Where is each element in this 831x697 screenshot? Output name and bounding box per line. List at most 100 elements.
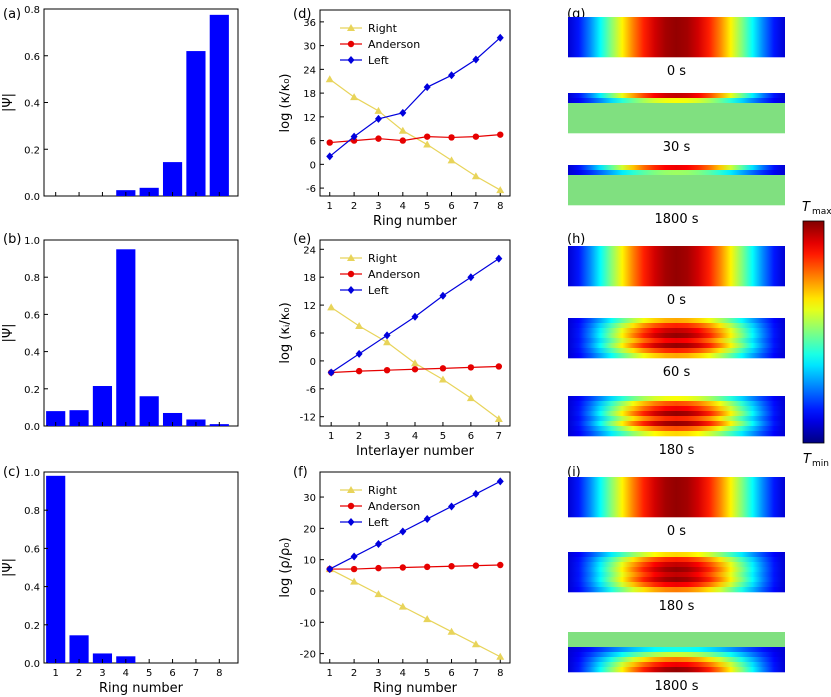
point-left-7 — [472, 489, 480, 498]
y-axis-label: |Ψ| — [1, 324, 16, 343]
x-tick-label: 2 — [351, 201, 357, 212]
chart-f: (f) -20 -10 0 10 20 30 1 2 3 4 5 6 7 8 Right Anderson Lef… — [293, 465, 511, 696]
heatmap-stripe — [568, 507, 785, 513]
point-right-8 — [496, 186, 505, 194]
point-right-4 — [411, 359, 419, 367]
point-anderson-4 — [411, 366, 419, 373]
point-left-2 — [350, 552, 358, 561]
heatmap-stripe — [568, 328, 785, 334]
panel-label: (b) — [3, 232, 21, 247]
x-tick-label: 5 — [424, 201, 430, 212]
point-anderson-3 — [375, 135, 382, 142]
y-tick-label: 24 — [303, 245, 316, 256]
y-tick-label: 0.2 — [24, 385, 40, 396]
heatmap-stripe — [568, 502, 785, 508]
bar-1 — [46, 411, 66, 426]
point-left-1 — [326, 152, 334, 161]
heatmap-stripe — [568, 477, 785, 483]
heatmap-stripe — [568, 118, 785, 124]
heatmap-stripe — [568, 200, 785, 206]
heatmap-stripe — [568, 572, 785, 578]
legend-marker — [347, 518, 355, 526]
heatmap-time-label: 0 s — [667, 524, 686, 539]
x-tick-label: 3 — [99, 668, 105, 679]
point-left-3 — [383, 331, 391, 340]
heatmap-stripe — [568, 632, 785, 638]
chart-b: (b) 0.0 0.2 0.4 0.6 0.8 1.0 — [3, 232, 239, 433]
y-tick-label: 0.6 — [24, 544, 40, 555]
legend-label-left: Left — [368, 284, 389, 297]
heatmap-stripe — [568, 251, 785, 257]
point-left-7 — [472, 55, 480, 64]
x-tick-label: 1 — [327, 668, 333, 679]
panel-label: (c) — [3, 465, 20, 480]
bar-3 — [92, 653, 113, 663]
series-line-left — [329, 37, 501, 157]
point-anderson-3 — [375, 564, 382, 572]
heatmap-stripe — [568, 353, 785, 359]
plot-frame — [319, 9, 511, 197]
x-tick-label: 5 — [146, 668, 152, 679]
legend-label-right: Right — [368, 252, 398, 265]
y-axis-label: |Ψ| — [1, 558, 16, 577]
bar-6 — [162, 162, 183, 196]
y-tick-label: 18 — [303, 273, 316, 284]
point-anderson-7 — [472, 133, 480, 140]
heatmap-stripe — [568, 557, 785, 563]
heatmap-stripe — [568, 98, 785, 104]
point-anderson-7 — [472, 562, 480, 569]
series-line-right — [329, 78, 501, 191]
series-line-anderson — [329, 134, 501, 144]
point-left-8 — [496, 33, 504, 42]
y-axis-label: |Ψ| — [1, 93, 16, 112]
plot-frame — [43, 8, 239, 197]
x-tick-label: 6 — [169, 668, 175, 679]
heatmap-stripe — [568, 271, 785, 277]
heatmap-stripe — [568, 406, 785, 412]
point-right-1 — [325, 75, 334, 83]
heatmap-stripe — [568, 348, 785, 354]
point-anderson-2 — [355, 367, 363, 375]
x-tick-label: 4 — [400, 201, 406, 212]
colorbar-max-label: T — [802, 200, 811, 215]
legend-marker — [347, 56, 355, 64]
x-tick-label: 7 — [473, 201, 479, 212]
y-tick-label: 0.8 — [24, 273, 40, 284]
heatmap-stripe — [568, 93, 785, 99]
panel-label: (i) — [567, 465, 581, 480]
point-right-8 — [496, 652, 505, 660]
y-axis-label: log (κ/κ₀) — [278, 73, 293, 132]
heatmap-stripe — [568, 421, 785, 427]
heatmap-time-label: 30 s — [663, 140, 691, 155]
bar-5 — [139, 187, 159, 196]
heatmap-stripe — [568, 32, 785, 38]
heatmap-stripe — [568, 416, 785, 422]
heatmap-stripe — [568, 333, 785, 339]
y-tick-label: 0.0 — [24, 422, 40, 433]
point-left-6 — [448, 71, 456, 80]
bar-2 — [69, 635, 89, 663]
point-anderson-5 — [423, 563, 431, 571]
point-anderson-8 — [497, 561, 504, 569]
point-left-2 — [350, 132, 358, 141]
y-tick-label: 1.0 — [24, 468, 40, 479]
point-right-6 — [447, 156, 456, 164]
heatmap-stripe — [568, 587, 785, 593]
x-tick-label: 4 — [123, 668, 129, 679]
y-tick-label: 30 — [303, 42, 316, 53]
heatmap-stripe — [568, 123, 785, 129]
colorbar-min-sub: min — [812, 459, 829, 469]
point-left-4 — [399, 527, 407, 536]
heatmap-time-label: 60 s — [663, 365, 691, 380]
heatmap-panel-1: (h) 0 s 60 s 180 s — [567, 232, 785, 458]
point-right-2 — [350, 577, 359, 585]
point-anderson-6 — [448, 134, 455, 141]
y-tick-label: 0.6 — [24, 310, 40, 321]
y-tick-label: 6 — [310, 329, 316, 340]
point-right-4 — [398, 126, 407, 134]
point-right-4 — [398, 602, 407, 610]
y-tick-label: 0.8 — [24, 506, 40, 517]
heatmap-stripe — [568, 170, 785, 176]
x-tick-label: 2 — [356, 431, 362, 442]
